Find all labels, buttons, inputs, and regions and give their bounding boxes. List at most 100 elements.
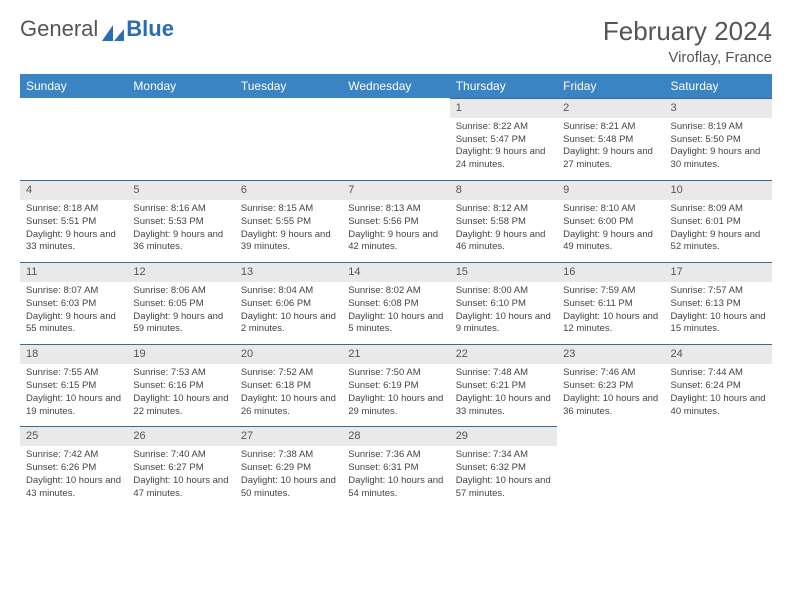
- sunset-text: Sunset: 5:53 PM: [133, 216, 228, 229]
- week-row: 4Sunrise: 8:18 AMSunset: 5:51 PMDaylight…: [20, 180, 772, 262]
- day-number: 26: [127, 426, 234, 446]
- day-cell: 11Sunrise: 8:07 AMSunset: 6:03 PMDayligh…: [20, 262, 127, 344]
- title-block: February 2024 Viroflay, France: [603, 16, 772, 66]
- day-cell: 1Sunrise: 8:22 AMSunset: 5:47 PMDaylight…: [450, 98, 557, 180]
- sunset-text: Sunset: 6:13 PM: [671, 298, 766, 311]
- daylight-text: Daylight: 9 hours and 27 minutes.: [563, 146, 658, 172]
- sunset-text: Sunset: 6:27 PM: [133, 462, 228, 475]
- day-body: Sunrise: 8:19 AMSunset: 5:50 PMDaylight:…: [665, 118, 772, 180]
- day-number: 25: [20, 426, 127, 446]
- day-cell: 25Sunrise: 7:42 AMSunset: 6:26 PMDayligh…: [20, 426, 127, 508]
- calendar-table: SundayMondayTuesdayWednesdayThursdayFrid…: [20, 74, 772, 508]
- day-body: Sunrise: 8:10 AMSunset: 6:00 PMDaylight:…: [557, 200, 664, 262]
- day-number: 10: [665, 180, 772, 200]
- sunrise-text: Sunrise: 8:10 AM: [563, 203, 658, 216]
- sunrise-text: Sunrise: 8:13 AM: [348, 203, 443, 216]
- day-number: 23: [557, 344, 664, 364]
- sunset-text: Sunset: 5:51 PM: [26, 216, 121, 229]
- day-body: Sunrise: 8:04 AMSunset: 6:06 PMDaylight:…: [235, 282, 342, 344]
- location: Viroflay, France: [603, 49, 772, 66]
- sunrise-text: Sunrise: 8:07 AM: [26, 285, 121, 298]
- day-body: Sunrise: 8:15 AMSunset: 5:55 PMDaylight:…: [235, 200, 342, 262]
- day-header-cell: Sunday: [20, 74, 127, 98]
- logo-sail-icon: [102, 21, 124, 37]
- sunset-text: Sunset: 5:47 PM: [456, 134, 551, 147]
- sunset-text: Sunset: 6:03 PM: [26, 298, 121, 311]
- daylight-text: Daylight: 10 hours and 15 minutes.: [671, 311, 766, 337]
- day-cell: 28Sunrise: 7:36 AMSunset: 6:31 PMDayligh…: [342, 426, 449, 508]
- day-cell: 16Sunrise: 7:59 AMSunset: 6:11 PMDayligh…: [557, 262, 664, 344]
- day-body: Sunrise: 7:34 AMSunset: 6:32 PMDaylight:…: [450, 446, 557, 508]
- sunset-text: Sunset: 6:18 PM: [241, 380, 336, 393]
- sunset-text: Sunset: 6:26 PM: [26, 462, 121, 475]
- day-number: 7: [342, 180, 449, 200]
- sunrise-text: Sunrise: 7:36 AM: [348, 449, 443, 462]
- day-cell: [665, 426, 772, 508]
- day-body: Sunrise: 7:42 AMSunset: 6:26 PMDaylight:…: [20, 446, 127, 508]
- day-body: Sunrise: 7:55 AMSunset: 6:15 PMDaylight:…: [20, 364, 127, 426]
- sunrise-text: Sunrise: 7:38 AM: [241, 449, 336, 462]
- sunset-text: Sunset: 6:10 PM: [456, 298, 551, 311]
- sunrise-text: Sunrise: 8:12 AM: [456, 203, 551, 216]
- daylight-text: Daylight: 10 hours and 22 minutes.: [133, 393, 228, 419]
- day-number: 15: [450, 262, 557, 282]
- daylight-text: Daylight: 10 hours and 29 minutes.: [348, 393, 443, 419]
- day-number: 14: [342, 262, 449, 282]
- sunset-text: Sunset: 6:32 PM: [456, 462, 551, 475]
- sunset-text: Sunset: 6:21 PM: [456, 380, 551, 393]
- day-body: Sunrise: 8:18 AMSunset: 5:51 PMDaylight:…: [20, 200, 127, 262]
- sunset-text: Sunset: 6:15 PM: [26, 380, 121, 393]
- sunset-text: Sunset: 5:50 PM: [671, 134, 766, 147]
- day-number: 4: [20, 180, 127, 200]
- day-cell: 2Sunrise: 8:21 AMSunset: 5:48 PMDaylight…: [557, 98, 664, 180]
- sunrise-text: Sunrise: 8:15 AM: [241, 203, 336, 216]
- daylight-text: Daylight: 10 hours and 26 minutes.: [241, 393, 336, 419]
- day-number: 27: [235, 426, 342, 446]
- sunset-text: Sunset: 6:29 PM: [241, 462, 336, 475]
- day-number: 18: [20, 344, 127, 364]
- day-number: 22: [450, 344, 557, 364]
- day-cell: 24Sunrise: 7:44 AMSunset: 6:24 PMDayligh…: [665, 344, 772, 426]
- day-cell: 10Sunrise: 8:09 AMSunset: 6:01 PMDayligh…: [665, 180, 772, 262]
- day-body: Sunrise: 7:48 AMSunset: 6:21 PMDaylight:…: [450, 364, 557, 426]
- day-cell: [20, 98, 127, 180]
- day-number: 20: [235, 344, 342, 364]
- sunrise-text: Sunrise: 7:40 AM: [133, 449, 228, 462]
- day-number: 24: [665, 344, 772, 364]
- week-row: 1Sunrise: 8:22 AMSunset: 5:47 PMDaylight…: [20, 98, 772, 180]
- sunrise-text: Sunrise: 8:06 AM: [133, 285, 228, 298]
- day-cell: 27Sunrise: 7:38 AMSunset: 6:29 PMDayligh…: [235, 426, 342, 508]
- week-row: 11Sunrise: 8:07 AMSunset: 6:03 PMDayligh…: [20, 262, 772, 344]
- day-body: Sunrise: 7:36 AMSunset: 6:31 PMDaylight:…: [342, 446, 449, 508]
- daylight-text: Daylight: 10 hours and 57 minutes.: [456, 475, 551, 501]
- day-number: 2: [557, 98, 664, 118]
- sunset-text: Sunset: 5:56 PM: [348, 216, 443, 229]
- sunrise-text: Sunrise: 7:46 AM: [563, 367, 658, 380]
- day-body: Sunrise: 8:00 AMSunset: 6:10 PMDaylight:…: [450, 282, 557, 344]
- day-body: Sunrise: 8:16 AMSunset: 5:53 PMDaylight:…: [127, 200, 234, 262]
- day-cell: 29Sunrise: 7:34 AMSunset: 6:32 PMDayligh…: [450, 426, 557, 508]
- day-cell: 12Sunrise: 8:06 AMSunset: 6:05 PMDayligh…: [127, 262, 234, 344]
- day-body: Sunrise: 8:13 AMSunset: 5:56 PMDaylight:…: [342, 200, 449, 262]
- day-header-row: SundayMondayTuesdayWednesdayThursdayFrid…: [20, 74, 772, 98]
- brand-part1: General: [20, 16, 98, 42]
- daylight-text: Daylight: 9 hours and 49 minutes.: [563, 229, 658, 255]
- sunrise-text: Sunrise: 8:02 AM: [348, 285, 443, 298]
- day-cell: 23Sunrise: 7:46 AMSunset: 6:23 PMDayligh…: [557, 344, 664, 426]
- sunrise-text: Sunrise: 7:50 AM: [348, 367, 443, 380]
- daylight-text: Daylight: 10 hours and 36 minutes.: [563, 393, 658, 419]
- sunset-text: Sunset: 6:16 PM: [133, 380, 228, 393]
- daylight-text: Daylight: 10 hours and 2 minutes.: [241, 311, 336, 337]
- daylight-text: Daylight: 10 hours and 54 minutes.: [348, 475, 443, 501]
- day-cell: 5Sunrise: 8:16 AMSunset: 5:53 PMDaylight…: [127, 180, 234, 262]
- sunset-text: Sunset: 6:08 PM: [348, 298, 443, 311]
- day-cell: 15Sunrise: 8:00 AMSunset: 6:10 PMDayligh…: [450, 262, 557, 344]
- day-number: 28: [342, 426, 449, 446]
- day-number: 19: [127, 344, 234, 364]
- daylight-text: Daylight: 9 hours and 59 minutes.: [133, 311, 228, 337]
- day-body: Sunrise: 7:38 AMSunset: 6:29 PMDaylight:…: [235, 446, 342, 508]
- day-body: Sunrise: 8:09 AMSunset: 6:01 PMDaylight:…: [665, 200, 772, 262]
- brand-logo: General Blue: [20, 16, 174, 42]
- sunset-text: Sunset: 6:19 PM: [348, 380, 443, 393]
- day-cell: 17Sunrise: 7:57 AMSunset: 6:13 PMDayligh…: [665, 262, 772, 344]
